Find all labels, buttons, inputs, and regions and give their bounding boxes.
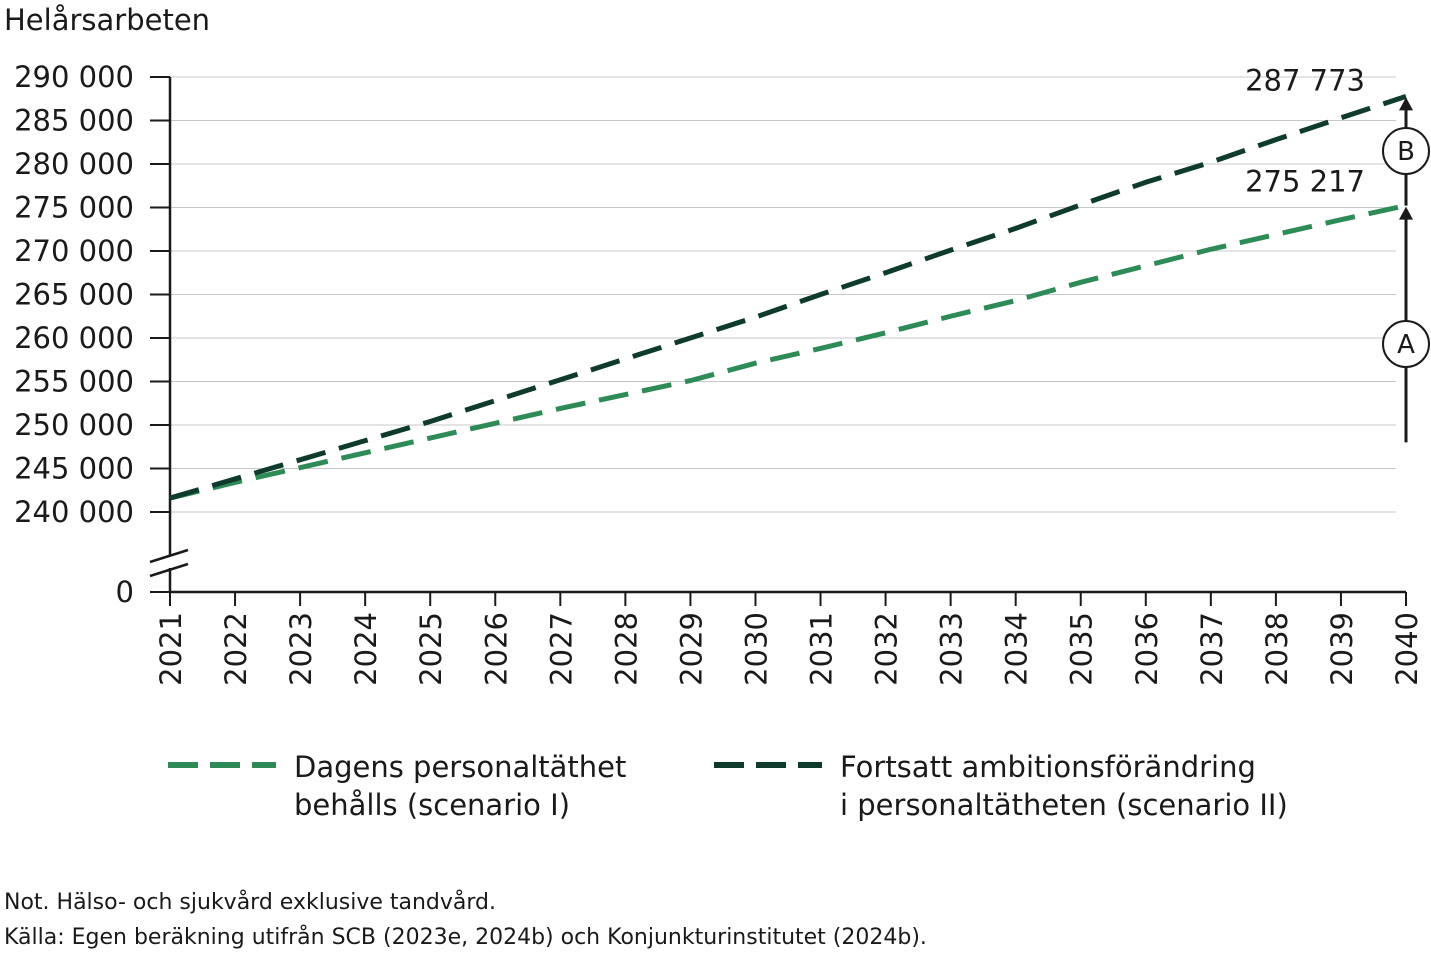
- x-tick-label: 2027: [544, 612, 578, 686]
- annotation-label-A: A: [1397, 330, 1415, 360]
- legend-label-scenario-1-line-2: behålls (scenario I): [294, 788, 571, 822]
- x-axis-tick-labels: 2021 2022 2023 2024 2025 2026 2027 2028 2029 2030…: [154, 612, 1424, 686]
- note-text: Not. Hälso- och sjukvård exklusive tandv…: [4, 890, 497, 915]
- source-text: Källa: Egen beräkning utifrån SCB (2023e…: [4, 925, 927, 950]
- end-value-label-2: 287 773: [1245, 63, 1365, 97]
- grid-lines: [170, 76, 1396, 513]
- legend-label-scenario-2-line-2: i personaltätheten (scenario II): [840, 788, 1288, 822]
- y-tick-label: 285 000: [14, 104, 134, 138]
- x-tick-label: 2036: [1130, 612, 1164, 686]
- axis-break-mark: [149, 548, 189, 564]
- annotation-label-B: B: [1397, 137, 1415, 167]
- x-tick-label: 2039: [1325, 612, 1359, 686]
- y-axis-title: Helårsarbeten: [4, 3, 210, 37]
- x-tick-label: 2033: [935, 612, 969, 686]
- y-tick-label: 280 000: [14, 147, 134, 181]
- x-tick-label: 2031: [805, 612, 839, 686]
- x-tick-label: 2040: [1390, 612, 1424, 686]
- y-tick-label: 250 000: [14, 408, 134, 442]
- axes: [149, 76, 1407, 606]
- annotation-circle-A: [1382, 320, 1430, 369]
- y-tick-label: 275 000: [14, 191, 134, 225]
- legend-label-scenario-1-line-1: Dagens personaltäthet: [294, 750, 627, 784]
- y-tick-label: 270 000: [14, 234, 134, 268]
- axis-break-mark: [149, 562, 189, 578]
- x-tick-label: 2034: [1000, 612, 1034, 686]
- annotation-arrow-head-B: [1399, 97, 1413, 111]
- x-tick-label: 2030: [739, 612, 773, 686]
- x-tick-label: 2025: [414, 612, 448, 686]
- y-tick-label: 255 000: [14, 365, 134, 399]
- end-value-label-1: 275 217: [1245, 165, 1365, 199]
- x-tick-label: 2035: [1065, 612, 1099, 686]
- x-tick-label: 2038: [1260, 612, 1294, 686]
- y-tick-label: 245 000: [14, 452, 134, 486]
- x-tick-label: 2021: [154, 612, 188, 686]
- y-tick-label: 260 000: [14, 321, 134, 355]
- series-line-2: [169, 94, 1407, 501]
- x-tick-label: 2028: [609, 612, 643, 686]
- y-tick-label: 265 000: [14, 278, 134, 312]
- y-tick-label: 240 000: [14, 495, 134, 529]
- x-tick-label: 2032: [870, 612, 904, 686]
- x-tick-label: 2037: [1195, 612, 1229, 686]
- x-tick-label: 2024: [349, 612, 383, 686]
- y-tick-label-zero: 0: [116, 575, 134, 609]
- legend-label-scenario-1: Dagens personaltäthet behålls (scenario …: [294, 748, 626, 824]
- annotation-circle-B: [1382, 126, 1430, 175]
- x-tick-label: 2029: [674, 612, 708, 686]
- x-tick-label: 2022: [219, 612, 253, 686]
- x-tick-label: 2023: [284, 612, 318, 686]
- x-tick-label: 2026: [479, 612, 513, 686]
- annotations: AB: [1382, 97, 1430, 443]
- series-lines: 275 217 287 773: [169, 63, 1407, 501]
- annotation-arrow-head-A: [1399, 206, 1413, 220]
- y-tick-label: 290 000: [14, 60, 134, 94]
- legend-label-scenario-2-line-1: Fortsatt ambitionsförändring: [840, 750, 1256, 784]
- y-axis-tick-labels: 240 000 245 000 250 000 255 000 260 000 265 0…: [14, 60, 134, 609]
- legend-label-scenario-2: Fortsatt ambitionsförändring i personalt…: [840, 748, 1288, 824]
- series-line-1: [169, 203, 1407, 501]
